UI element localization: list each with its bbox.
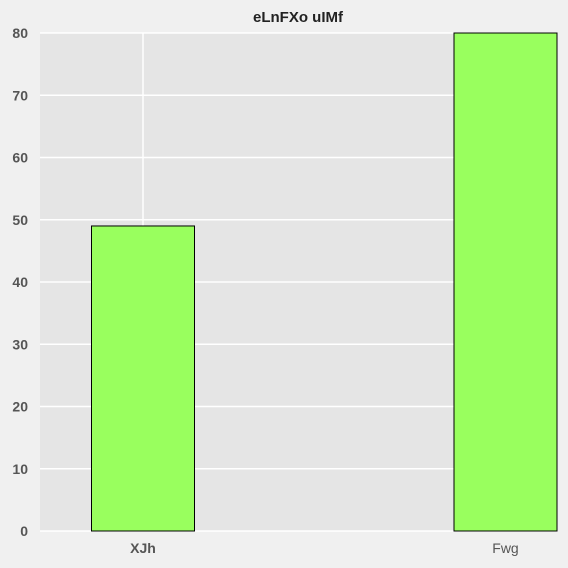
y-tick-label: 60 xyxy=(12,150,28,166)
x-tick-label: XJh xyxy=(130,540,156,556)
y-tick-label: 0 xyxy=(20,523,28,539)
y-tick-label: 40 xyxy=(12,274,28,290)
x-tick-label: Fwg xyxy=(492,540,518,556)
x-axis-ticks: XJh Fwg xyxy=(130,540,519,556)
y-tick-label: 50 xyxy=(12,212,28,228)
bar-xjh xyxy=(91,225,195,532)
y-tick-label: 30 xyxy=(12,336,28,352)
y-tick-label: 80 xyxy=(12,25,28,41)
bar-fwg xyxy=(453,32,558,532)
y-tick-label: 20 xyxy=(12,399,28,415)
y-tick-label: 70 xyxy=(12,87,28,103)
bars xyxy=(91,32,558,532)
y-tick-label: 10 xyxy=(12,461,28,477)
y-axis-ticks: 0 10 20 30 40 50 60 70 80 xyxy=(12,25,28,539)
chart-title: eLnFXo uIMf xyxy=(253,9,344,26)
